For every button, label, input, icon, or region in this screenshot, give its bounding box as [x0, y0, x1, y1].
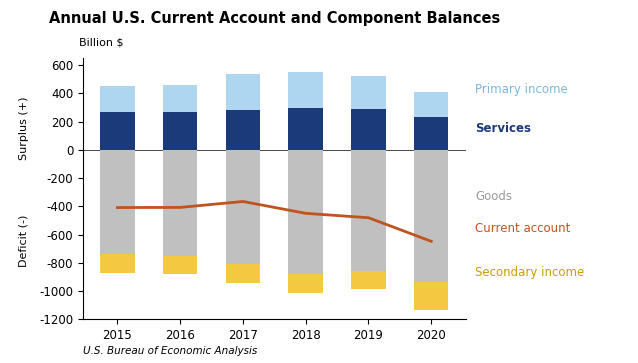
Text: Services: Services [475, 122, 531, 135]
Bar [226, 110, 260, 150]
Bar [100, 254, 135, 273]
Bar [100, 86, 135, 113]
Bar [226, 264, 260, 283]
Text: Surplus (+): Surplus (+) [19, 97, 29, 160]
Text: Annual U.S. Current Account and Component Balances: Annual U.S. Current Account and Componen… [48, 11, 500, 26]
Bar [163, 113, 198, 150]
Bar [163, 85, 198, 113]
Bar [288, 274, 323, 293]
Text: Billion $: Billion $ [79, 38, 124, 48]
Text: Secondary income: Secondary income [475, 266, 584, 279]
Text: U.S. Bureau of Economic Analysis: U.S. Bureau of Economic Analysis [83, 346, 257, 356]
Bar [414, 150, 449, 282]
Bar [351, 109, 386, 150]
Bar [414, 117, 449, 150]
Bar [226, 150, 260, 264]
Bar [163, 256, 198, 274]
Bar [414, 282, 449, 310]
Bar [351, 271, 386, 289]
Bar [288, 73, 323, 107]
Bar [163, 150, 198, 256]
Bar [288, 107, 323, 150]
Text: Goods: Goods [475, 190, 512, 203]
Bar [100, 113, 135, 150]
Text: Deficit (-): Deficit (-) [19, 215, 29, 267]
Text: Primary income: Primary income [475, 83, 568, 96]
Text: Current account: Current account [475, 222, 570, 235]
Bar [351, 76, 386, 109]
Bar [414, 92, 449, 117]
Bar [100, 150, 135, 254]
Bar [288, 150, 323, 274]
Bar [226, 74, 260, 110]
Bar [351, 150, 386, 271]
